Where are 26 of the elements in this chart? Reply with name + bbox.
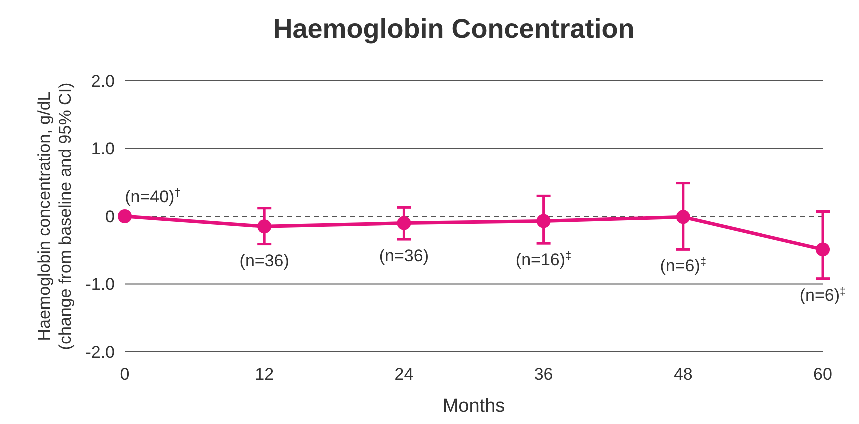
annotation: (n=36) xyxy=(379,246,430,266)
y-tick-label: 1.0 xyxy=(91,140,115,159)
x-tick-label: 60 xyxy=(814,365,832,384)
point xyxy=(397,216,412,230)
point xyxy=(118,210,132,224)
y-tick-label: -2.0 xyxy=(86,342,115,362)
y-tick-label: -1.0 xyxy=(86,275,115,294)
x-tick-label: 12 xyxy=(255,365,274,384)
x-tick-label: 36 xyxy=(534,365,554,384)
point xyxy=(258,220,272,234)
x-tick-label: 48 xyxy=(674,365,693,384)
y-tick-label: 0 xyxy=(106,207,115,226)
annotation: (n=6)$^{‡}$ xyxy=(660,256,707,276)
annotation: (n=36) xyxy=(240,251,290,270)
x-tick-label: 0 xyxy=(120,365,130,384)
y-tick-label: 2.0 xyxy=(91,72,115,91)
y-axis-title: Haemoglobin concentration, g/dL (change from baseline and 95% CI) xyxy=(35,82,75,350)
annotation: (n=16)$^{‡}$ xyxy=(516,250,572,270)
annotation: (n=6)$^{‡}$ xyxy=(800,286,846,305)
chart-title: Haemoglobin Concentration xyxy=(273,14,635,44)
x-axis-title: Months xyxy=(442,396,506,417)
annotation: (n=40)$^{†}$ xyxy=(125,188,181,206)
point xyxy=(536,214,551,228)
point xyxy=(676,210,690,224)
x-tick-label: 24 xyxy=(394,365,414,384)
point xyxy=(816,242,830,257)
